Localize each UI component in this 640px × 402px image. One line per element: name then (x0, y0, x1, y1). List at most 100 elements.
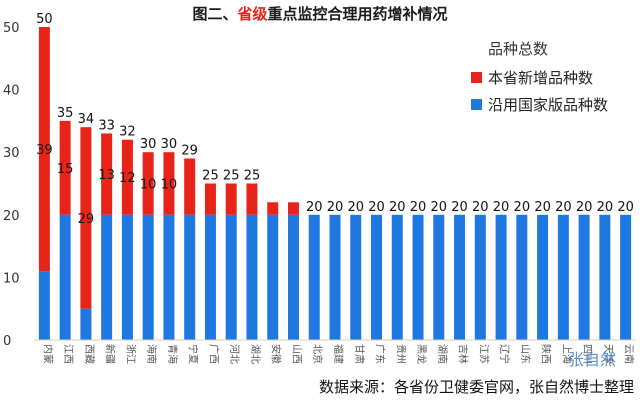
bar-national (433, 214, 445, 340)
x-tick-label: 甘肃 (353, 344, 366, 364)
legend-swatch-provincial (471, 72, 482, 83)
bar-national (287, 214, 299, 340)
total-label: 20 (617, 200, 634, 215)
bar-national (620, 214, 632, 340)
bar-national (59, 214, 71, 340)
bar-national (537, 214, 549, 340)
total-label: 30 (140, 137, 157, 152)
total-label: 20 (555, 200, 572, 215)
y-tick-label: 30 (3, 146, 20, 161)
x-tick-label: 天津 (602, 344, 614, 364)
x-tick-label: 海南 (145, 344, 158, 364)
total-label: 20 (534, 200, 551, 215)
chart-title: 图二、省级重点监控合理用药增补情况 (192, 5, 447, 23)
total-label: 20 (431, 200, 448, 215)
bar-provincial (38, 27, 50, 272)
bar-national (101, 214, 113, 340)
bar-national (246, 214, 258, 340)
segment-label: 13 (98, 168, 115, 183)
bar-provincial (163, 152, 175, 215)
total-label: 20 (472, 200, 489, 215)
bar-national (329, 214, 341, 340)
bar-provincial (204, 183, 216, 215)
legend-title: 品种总数 (488, 40, 548, 58)
total-label: 50 (36, 12, 53, 27)
bar-national (391, 214, 403, 340)
total-label: 20 (514, 200, 531, 215)
bar-national (599, 214, 611, 340)
bar-national (308, 214, 320, 340)
x-tick-label: 湖南 (436, 344, 449, 364)
x-tick-label: 青海 (166, 344, 179, 364)
total-label: 25 (202, 169, 219, 184)
x-tick-label: 江苏 (477, 344, 490, 364)
bars (38, 27, 632, 340)
x-tick-label: 陕西 (540, 344, 553, 364)
x-tick-label: 贵州 (394, 344, 407, 364)
x-tick-label: 广西 (207, 344, 219, 364)
bar-national (412, 214, 424, 340)
legend-swatch-national (471, 99, 482, 110)
chart-title-prefix: 图二、 (192, 5, 237, 23)
bar-provincial (59, 120, 71, 215)
x-tick-label: 湖北 (249, 344, 261, 364)
bar-national (350, 214, 362, 340)
x-tick-label: 西藏 (83, 344, 95, 364)
bar-national (184, 214, 196, 340)
x-tick-label: 安徽 (270, 344, 283, 364)
bar-national (121, 214, 133, 340)
segment-label: 29 (78, 212, 95, 227)
x-tick-label: 广东 (374, 344, 387, 364)
legend-label-provincial: 本省新增品种数 (488, 69, 593, 87)
bar-national (225, 214, 237, 340)
bar-national (557, 214, 569, 340)
bar-provincial (101, 133, 113, 215)
bar-provincial (80, 127, 92, 309)
watermark: 张自然 (568, 350, 616, 369)
x-tick-label: 河北 (228, 344, 240, 364)
total-label: 20 (389, 200, 406, 215)
total-label: 25 (223, 169, 240, 184)
x-tick-label: 辽宁 (498, 344, 511, 364)
source-note: 数据来源：各省份卫健委官网，张自然博士整理 (319, 378, 634, 396)
total-label: 20 (493, 200, 510, 215)
total-label: 25 (244, 169, 261, 184)
x-tick-label: 四川 (581, 344, 592, 364)
x-tick-label: 云南 (623, 344, 636, 364)
total-label: 29 (181, 143, 198, 158)
segment-label: 12 (119, 171, 136, 186)
x-tick-label: 江西 (62, 344, 74, 364)
bar-provincial (184, 158, 196, 215)
x-tick-label: 吉林 (457, 344, 470, 364)
total-label: 20 (347, 200, 364, 215)
x-axis: 内蒙 江西 西藏 新疆 浙江 海南 青海 宁夏 广西 河北 湖北 安徽 山西 北京 福建 甘肃 广东 贵州 黑龙 湖南… (34, 339, 636, 364)
y-tick-label: 40 (3, 84, 20, 99)
x-tick-label: 山西 (290, 344, 302, 364)
bar-national (142, 214, 154, 340)
y-tick-label: 0 (3, 334, 11, 349)
bar-provincial (287, 202, 299, 215)
x-tick-label: 福建 (332, 344, 345, 364)
total-label: 20 (597, 200, 614, 215)
x-tick-label: 内蒙 (41, 344, 54, 364)
bar-national (38, 271, 50, 340)
y-tick-label: 50 (3, 21, 20, 36)
bar-national (454, 214, 466, 340)
total-label: 34 (78, 112, 95, 127)
total-label: 20 (368, 200, 385, 215)
bar-national (474, 214, 486, 340)
chart-title-highlight: 省级 (236, 5, 268, 23)
y-tick-label: 10 (3, 271, 20, 286)
segment-label: 15 (57, 162, 74, 177)
bar-national (267, 214, 279, 340)
bar-provincial (121, 139, 133, 215)
bar-national (371, 214, 383, 340)
total-label: 20 (576, 200, 593, 215)
x-tick-label: 上海 (560, 344, 573, 364)
total-label: 20 (327, 200, 344, 215)
total-label: 35 (57, 106, 74, 121)
y-tick-label: 20 (3, 209, 20, 224)
x-tick-label: 新疆 (104, 344, 117, 364)
